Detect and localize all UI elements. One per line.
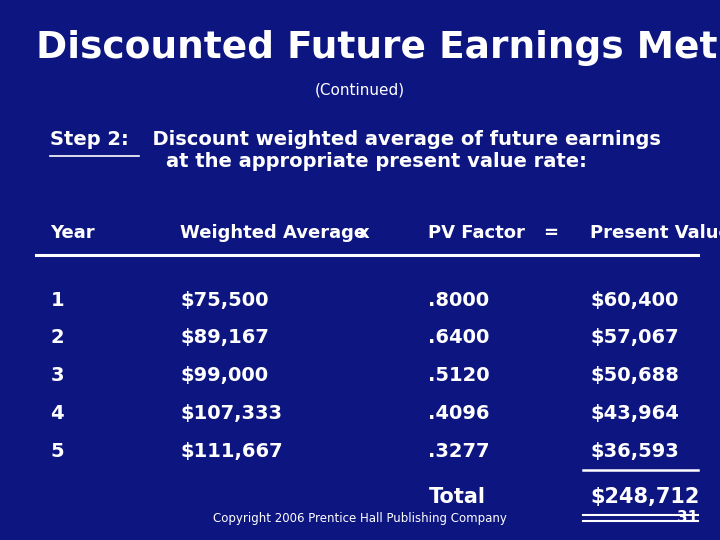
Text: $43,964: $43,964 [590, 404, 679, 423]
Text: 31: 31 [678, 510, 698, 525]
Text: .4096: .4096 [428, 404, 490, 423]
Text: .3277: .3277 [428, 442, 490, 461]
Text: $36,593: $36,593 [590, 442, 679, 461]
Text: 3: 3 [50, 366, 64, 385]
Text: Total: Total [428, 487, 485, 507]
Text: $99,000: $99,000 [180, 366, 268, 385]
Text: x: x [358, 224, 369, 242]
Text: Discounted Future Earnings Method: Discounted Future Earnings Method [36, 30, 720, 66]
Text: Weighted Average: Weighted Average [180, 224, 366, 242]
Text: Copyright 2006 Prentice Hall Publishing Company: Copyright 2006 Prentice Hall Publishing … [213, 512, 507, 525]
Text: .5120: .5120 [428, 366, 490, 385]
Text: =: = [544, 224, 558, 242]
Text: $107,333: $107,333 [180, 404, 282, 423]
Text: (Continued): (Continued) [315, 82, 405, 97]
Text: 2: 2 [50, 328, 64, 347]
Text: Present Value: Present Value [590, 224, 720, 242]
Text: $57,067: $57,067 [590, 328, 679, 347]
Text: Discount weighted average of future earnings
    at the appropriate present valu: Discount weighted average of future earn… [139, 130, 661, 171]
Text: $60,400: $60,400 [590, 291, 679, 309]
Text: $248,712: $248,712 [590, 487, 700, 507]
Text: .6400: .6400 [428, 328, 490, 347]
Text: $75,500: $75,500 [180, 291, 269, 309]
Text: 4: 4 [50, 404, 64, 423]
Text: $50,688: $50,688 [590, 366, 679, 385]
Text: 1: 1 [50, 291, 64, 309]
Text: Year: Year [50, 224, 95, 242]
Text: 5: 5 [50, 442, 64, 461]
Text: $89,167: $89,167 [180, 328, 269, 347]
Text: PV Factor: PV Factor [428, 224, 526, 242]
Text: .8000: .8000 [428, 291, 490, 309]
Text: Step 2:: Step 2: [50, 130, 129, 148]
Text: $111,667: $111,667 [180, 442, 283, 461]
